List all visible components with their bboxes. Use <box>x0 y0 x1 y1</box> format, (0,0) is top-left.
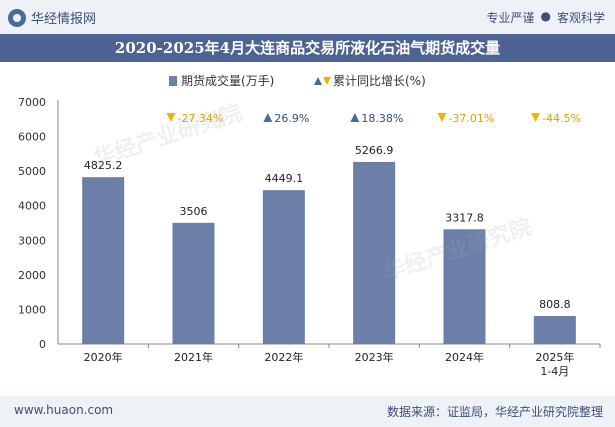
x-tick-label: 1-4月 <box>540 365 569 378</box>
y-tick-label: 3000 <box>18 234 46 247</box>
tag-professional: 专业严谨 <box>486 11 535 25</box>
legend-triangle-down-icon <box>323 77 331 85</box>
bar <box>82 177 125 344</box>
bar-value-label: 3506 <box>180 205 208 218</box>
x-tick-label: 2024年 <box>445 350 484 364</box>
top-bar: 华经情报网 专业严谨 ● 客观科学 <box>0 0 615 34</box>
bar-value-label: 3317.8 <box>445 211 484 224</box>
y-tick-label: 5000 <box>18 165 46 178</box>
growth-label: 26.9% <box>274 112 309 125</box>
legend-label-growth: 累计同比增长(%) <box>333 74 426 88</box>
y-tick-label: 4000 <box>18 200 46 213</box>
x-tick-label: 2025年 <box>535 350 574 364</box>
legend-swatch-volume <box>169 76 177 86</box>
x-tick-label: 2023年 <box>355 350 394 364</box>
y-tick-label: 7000 <box>18 96 46 109</box>
chart-area: 期货成交量(万手) 累计同比增长(%) 0 1000 2000 3000 4000 5000 6… <box>18 73 601 378</box>
footer-website: www.huaon.com <box>14 403 114 417</box>
growth-label: 18.38% <box>361 112 403 125</box>
x-tick-label: 2020年 <box>84 350 123 364</box>
bar-value-label: 5266.9 <box>355 144 394 157</box>
growth-label: -27.34% <box>177 112 223 125</box>
y-tick-label: 6000 <box>18 131 46 144</box>
legend-label-volume: 期货成交量(万手) <box>181 73 274 88</box>
brand-logo-icon <box>8 8 26 27</box>
bar-value-label: 4449.1 <box>265 172 304 185</box>
growth-down-icon <box>437 113 447 122</box>
growth-down-icon <box>531 113 541 122</box>
bar <box>262 190 305 344</box>
brand-name: 华经情报网 <box>31 12 97 27</box>
bar <box>353 161 396 344</box>
bar <box>443 229 486 344</box>
tag-objective: 客观科学 <box>556 11 605 25</box>
brand: 华经情报网 <box>8 8 96 27</box>
y-tick-label: 0 <box>39 338 46 351</box>
tag-separator: ● <box>540 9 551 23</box>
x-tick-label: 2022年 <box>264 350 303 364</box>
bar-value-label: 4825.2 <box>84 159 123 172</box>
y-tick-label: 2000 <box>18 269 46 282</box>
growth-label: -37.01% <box>448 112 494 125</box>
growth-up-icon <box>350 113 360 122</box>
bar <box>533 316 576 344</box>
x-tick-label: 2021年 <box>174 350 213 364</box>
legend-triangle-up-icon <box>314 77 322 85</box>
growth-down-icon <box>166 113 176 122</box>
growth-up-icon <box>263 113 273 122</box>
bar <box>172 222 215 344</box>
header-tags: 专业严谨 ● 客观科学 <box>486 9 605 26</box>
chart-title: 2020-2025年4月大连商品交易所液化石油气期货成交量 <box>0 34 615 62</box>
footer-source: 数据来源：证监局，华经产业研究院整理 <box>386 405 603 419</box>
bar-value-label: 808.8 <box>539 298 571 311</box>
footer-bar: www.huaon.com 数据来源：证监局，华经产业研究院整理 <box>0 396 615 427</box>
growth-label: -44.5% <box>542 112 581 125</box>
y-tick-label: 1000 <box>18 303 46 316</box>
